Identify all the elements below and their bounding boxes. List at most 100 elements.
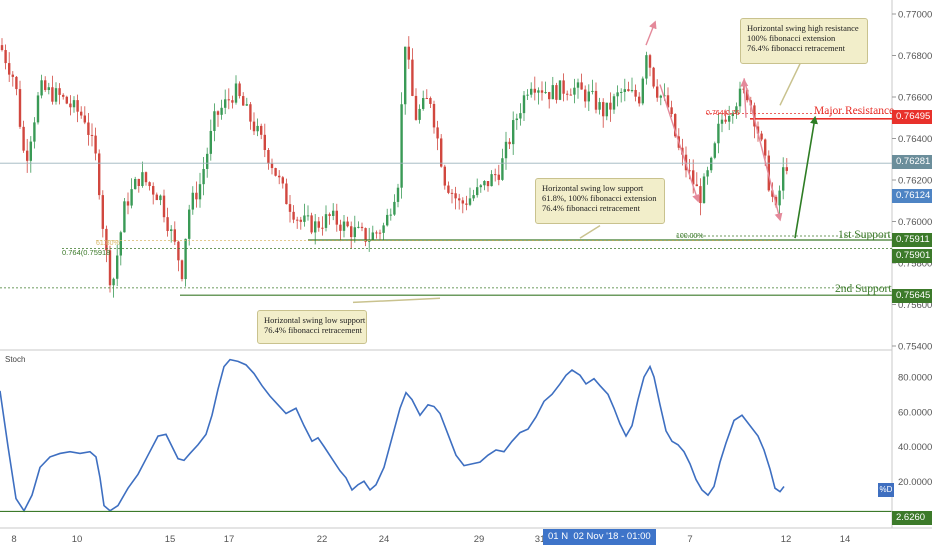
candle-body [612, 96, 616, 110]
candle-body [605, 102, 608, 117]
candle-body [526, 94, 529, 96]
candle-body [375, 232, 378, 234]
candle-body [162, 195, 166, 218]
candle-body [159, 195, 162, 201]
stoch-pane [0, 358, 892, 513]
candle-body [231, 100, 234, 103]
x-tick-label: 10 [72, 534, 83, 545]
candle-body [378, 232, 382, 234]
candle-body [188, 209, 191, 239]
price-tag-second-support: 0.75645 [892, 289, 932, 303]
candle-body [400, 104, 403, 188]
candle-body [299, 219, 302, 222]
candle-body [728, 116, 731, 122]
price-tick-label: 0.76000 [898, 217, 932, 228]
candle-body [760, 133, 763, 140]
candle-body [562, 80, 565, 94]
candle-body [101, 195, 104, 229]
candle-body [724, 119, 727, 122]
candle-body [105, 228, 108, 251]
candle-body [36, 95, 40, 123]
candle-body [371, 232, 374, 241]
candle-body [116, 255, 119, 279]
candle-body [490, 174, 493, 187]
candle-body [710, 157, 713, 171]
price-tick-label: 0.77000 [898, 10, 932, 21]
candle-body [90, 134, 94, 136]
candle-body [782, 167, 785, 191]
candle-body [501, 158, 504, 180]
candle-body [515, 118, 518, 121]
price-tick-label: 0.76600 [898, 93, 932, 104]
candle-body [533, 88, 536, 93]
candle-body [288, 204, 292, 212]
stoch-tick-label: 40.0000 [898, 442, 932, 453]
candle-body [126, 201, 130, 206]
candle-body [573, 87, 576, 95]
candle-body [278, 175, 281, 178]
candle-body [328, 214, 331, 216]
stoch-title: Stoch [5, 355, 26, 364]
x-tick-label: 22 [317, 534, 328, 545]
candle-body [357, 226, 360, 228]
candle-body [497, 174, 500, 180]
callout-line [579, 225, 601, 239]
candle-body [8, 63, 11, 75]
stoch-tick-label: 80.0000 [898, 373, 932, 384]
candle-body [713, 143, 716, 158]
candle-body [108, 250, 112, 286]
candle-body [173, 229, 176, 242]
candle-body [584, 89, 587, 102]
candle-body [76, 100, 79, 112]
candle-body [634, 89, 637, 97]
candle-body [476, 187, 479, 196]
candle-body [155, 194, 158, 201]
candle-body [249, 104, 252, 122]
candle-body [245, 104, 248, 106]
candle-body [342, 221, 346, 231]
candle-body [764, 139, 767, 156]
candle-body [184, 238, 187, 280]
price-tag-support-b: 0.75901 [892, 249, 932, 263]
fib-label-100: 100.00% [676, 233, 704, 240]
candle-body [479, 185, 482, 188]
candle-body [447, 185, 450, 193]
candle-body [141, 172, 144, 186]
candle-body [468, 198, 472, 205]
candle-body [645, 55, 648, 79]
x-tick-label: 24 [379, 534, 390, 545]
candle-body [508, 141, 511, 145]
candle-body [166, 217, 169, 232]
x-tick-label: 17 [224, 534, 235, 545]
candle-body [296, 219, 299, 221]
candle-body [512, 120, 515, 145]
candle-body [411, 59, 414, 96]
second-support-label: 2nd Support [835, 283, 892, 295]
candle-body [659, 95, 662, 98]
candle-body [429, 98, 432, 104]
candle-body [555, 85, 558, 100]
candle-body [720, 119, 724, 124]
candle-body [260, 125, 263, 135]
candle-body [40, 80, 43, 96]
candle-body [238, 83, 241, 97]
candle-body [616, 92, 619, 97]
candle-body [267, 150, 270, 164]
major-resistance-label: Major Resistance [814, 105, 895, 117]
candle-body [62, 94, 65, 97]
candle-body [310, 215, 313, 233]
first-support-label: 1st Support [838, 229, 891, 241]
candle-body [198, 184, 202, 200]
candle-body [537, 90, 540, 93]
candle-body [58, 88, 61, 95]
candle-body [15, 76, 18, 90]
candle-body [785, 167, 788, 171]
candle-body [382, 225, 385, 233]
candle-body [530, 88, 533, 95]
candle-body [486, 181, 490, 187]
stoch-tick-label: 60.0000 [898, 407, 932, 418]
fib-label-618: 61.80% [96, 240, 120, 247]
candle-body [137, 178, 140, 186]
stoch-value-tag: 2.6260 [892, 511, 932, 525]
